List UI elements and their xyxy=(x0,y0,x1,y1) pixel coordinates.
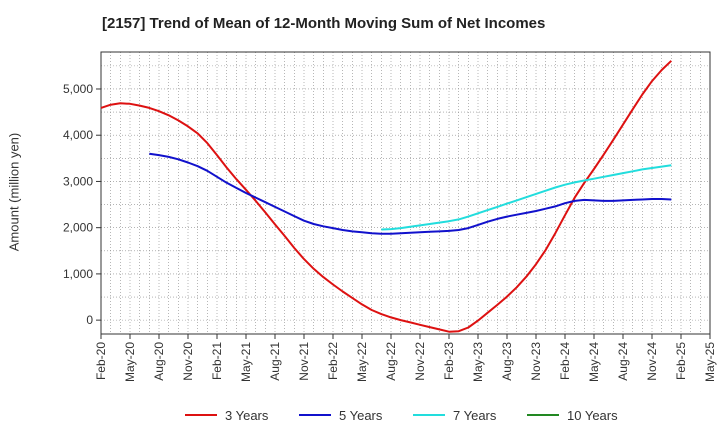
x-tick-label: Feb-22 xyxy=(326,342,340,380)
x-tick-label: Nov-21 xyxy=(297,342,311,381)
x-tick-label: Nov-20 xyxy=(181,342,195,381)
x-tick-label: Feb-23 xyxy=(442,342,456,380)
plot-frame xyxy=(100,51,711,335)
legend-label-7-years: 7 Years xyxy=(453,408,497,423)
series-line-5-years xyxy=(149,152,672,235)
legend-label-10-years: 10 Years xyxy=(567,408,618,423)
x-tick-label: May-20 xyxy=(123,342,137,382)
plot-area xyxy=(101,52,710,334)
x-tick-label: Aug-20 xyxy=(152,342,166,381)
x-tick-label: May-25 xyxy=(703,342,717,382)
x-tick-label: Aug-21 xyxy=(268,342,282,381)
y-tick-label: 4,000 xyxy=(63,128,93,142)
y-tick-label: 2,000 xyxy=(63,221,93,235)
x-tick-label: Feb-24 xyxy=(558,342,572,380)
x-tick-label: Feb-25 xyxy=(674,342,688,380)
y-tick-label: 3,000 xyxy=(63,174,93,188)
legend-label-3-years: 3 Years xyxy=(225,408,269,423)
y-tick-label: 0 xyxy=(86,313,93,327)
series-line-3-years xyxy=(100,60,672,333)
x-tick-label: Aug-23 xyxy=(500,342,514,381)
x-tick-label: May-23 xyxy=(471,342,485,382)
x-tick-label: May-22 xyxy=(355,342,369,382)
chart-title: [2157] Trend of Mean of 12-Month Moving … xyxy=(102,15,546,32)
x-tick-label: Nov-22 xyxy=(413,342,427,381)
x-tick-label: Aug-24 xyxy=(616,342,630,381)
x-tick-label: Feb-20 xyxy=(94,342,108,380)
legend-label-5-years: 5 Years xyxy=(339,408,383,423)
x-tick-label: May-24 xyxy=(587,342,601,382)
series-line-7-years xyxy=(381,164,672,231)
y-tick-label: 5,000 xyxy=(63,82,93,96)
x-tick-label: Feb-21 xyxy=(210,342,224,380)
x-tick-label: Nov-24 xyxy=(645,342,659,381)
y-tick-label: 1,000 xyxy=(63,267,93,281)
x-tick-label: Nov-23 xyxy=(529,342,543,381)
x-tick-label: Aug-22 xyxy=(384,342,398,381)
x-tick-label: May-21 xyxy=(239,342,253,382)
